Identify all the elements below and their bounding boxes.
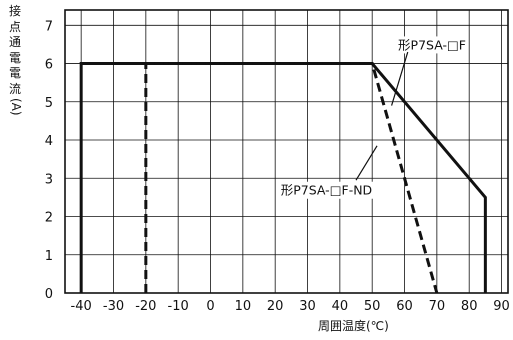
y-tick-label: 3 bbox=[45, 172, 53, 187]
y-axis-label-char: 流 bbox=[8, 81, 21, 96]
y-tick-label: 1 bbox=[45, 249, 53, 264]
series-line-dashed bbox=[144, 62, 439, 294]
y-axis-label-char: 点 bbox=[8, 19, 21, 34]
tick-labels: -40 -30 -20 -10 0 10 20 30 40 50 60 70 80 90 0 1 2 3 4 5 6 7 bbox=[45, 19, 510, 314]
y-tick-label: 2 bbox=[45, 211, 53, 226]
x-tick-label: 70 bbox=[429, 299, 446, 314]
annotation-leader bbox=[391, 51, 409, 106]
y-tick-label: 7 bbox=[45, 19, 53, 34]
annotation-label: 形P7SA-□F bbox=[398, 37, 466, 52]
x-tick-label: 60 bbox=[396, 299, 413, 314]
x-tick-label: 90 bbox=[493, 299, 510, 314]
x-tick-label: 20 bbox=[267, 299, 284, 314]
x-tick-label: -40 bbox=[71, 299, 92, 314]
annotation-leader bbox=[355, 145, 378, 181]
y-axis-label-unit: (A) bbox=[8, 98, 23, 116]
x-tick-label: -20 bbox=[135, 299, 156, 314]
x-tick-label: -10 bbox=[168, 299, 189, 314]
y-tick-label: 0 bbox=[45, 287, 53, 302]
x-tick-label: 50 bbox=[364, 299, 381, 314]
x-tick-label: 0 bbox=[206, 299, 214, 314]
x-tick-label: 30 bbox=[299, 299, 316, 314]
x-tick-label: 40 bbox=[332, 299, 349, 314]
y-axis-label-char: 電 bbox=[8, 66, 21, 80]
y-axis-label-char: 通 bbox=[8, 35, 21, 49]
grid bbox=[65, 10, 508, 294]
y-axis-label-char: 電 bbox=[8, 50, 21, 65]
annotation-label: 形P7SA-□F-ND bbox=[281, 183, 372, 198]
y-axis-label-char: 接 bbox=[8, 4, 21, 18]
series-lines bbox=[79, 62, 487, 294]
annotation-label-bg bbox=[278, 181, 375, 199]
annotation-label-bg bbox=[396, 36, 469, 54]
y-axis-label: 接点通電電流 (A) bbox=[6, 4, 24, 116]
plot-frame bbox=[64, 9, 509, 294]
annotations: 形P7SA-□F 形P7SA-□F-ND bbox=[278, 36, 469, 199]
x-axis-label: 周囲温度(℃) bbox=[318, 319, 389, 333]
x-tick-label: 80 bbox=[461, 299, 478, 314]
y-tick-label: 6 bbox=[45, 58, 53, 73]
x-tick-label: -30 bbox=[103, 299, 124, 314]
y-tick-label: 4 bbox=[45, 134, 53, 149]
x-tick-label: 10 bbox=[235, 299, 252, 314]
y-tick-label: 5 bbox=[45, 96, 53, 111]
